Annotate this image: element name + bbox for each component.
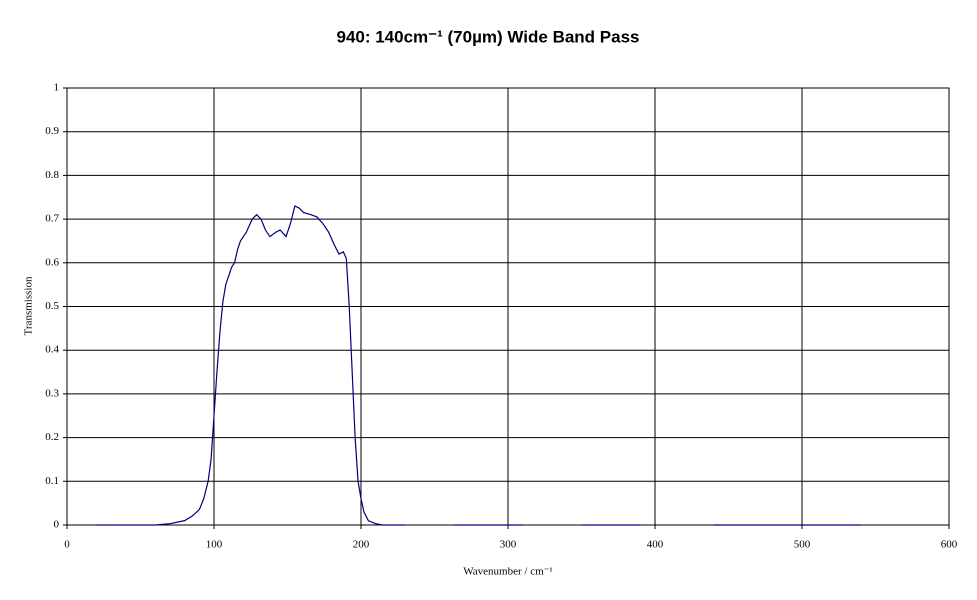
- x-tick-label: 400: [647, 539, 664, 551]
- y-tick-label: 0.8: [45, 169, 59, 181]
- x-tick-label: 600: [941, 539, 958, 551]
- y-tick-label: 0.1: [45, 475, 59, 487]
- x-tick-label: 500: [794, 539, 811, 551]
- y-tick-label: 0.3: [45, 387, 59, 399]
- y-tick-label: 0.7: [45, 213, 59, 225]
- y-tick-label: 0.6: [45, 256, 59, 268]
- x-axis-label: Wavenumber / cm⁻¹: [463, 566, 552, 578]
- chart-title: 940: 140cm⁻¹ (70µm) Wide Band Pass: [336, 27, 639, 46]
- y-tick-label: 0.9: [45, 125, 59, 137]
- x-tick-label: 100: [206, 539, 223, 551]
- y-tick-label: 0.2: [45, 431, 59, 443]
- x-tick-label: 0: [64, 539, 70, 551]
- data-line: [96, 205, 861, 526]
- y-axis-label: Transmission: [23, 276, 35, 335]
- x-tick-label: 200: [353, 539, 370, 551]
- y-tick-label: 0.4: [45, 344, 59, 356]
- y-tick-label: 1: [54, 82, 60, 94]
- y-tick-label: 0.5: [45, 300, 59, 312]
- x-tick-label: 300: [500, 539, 517, 551]
- y-tick-label: 0: [54, 519, 60, 531]
